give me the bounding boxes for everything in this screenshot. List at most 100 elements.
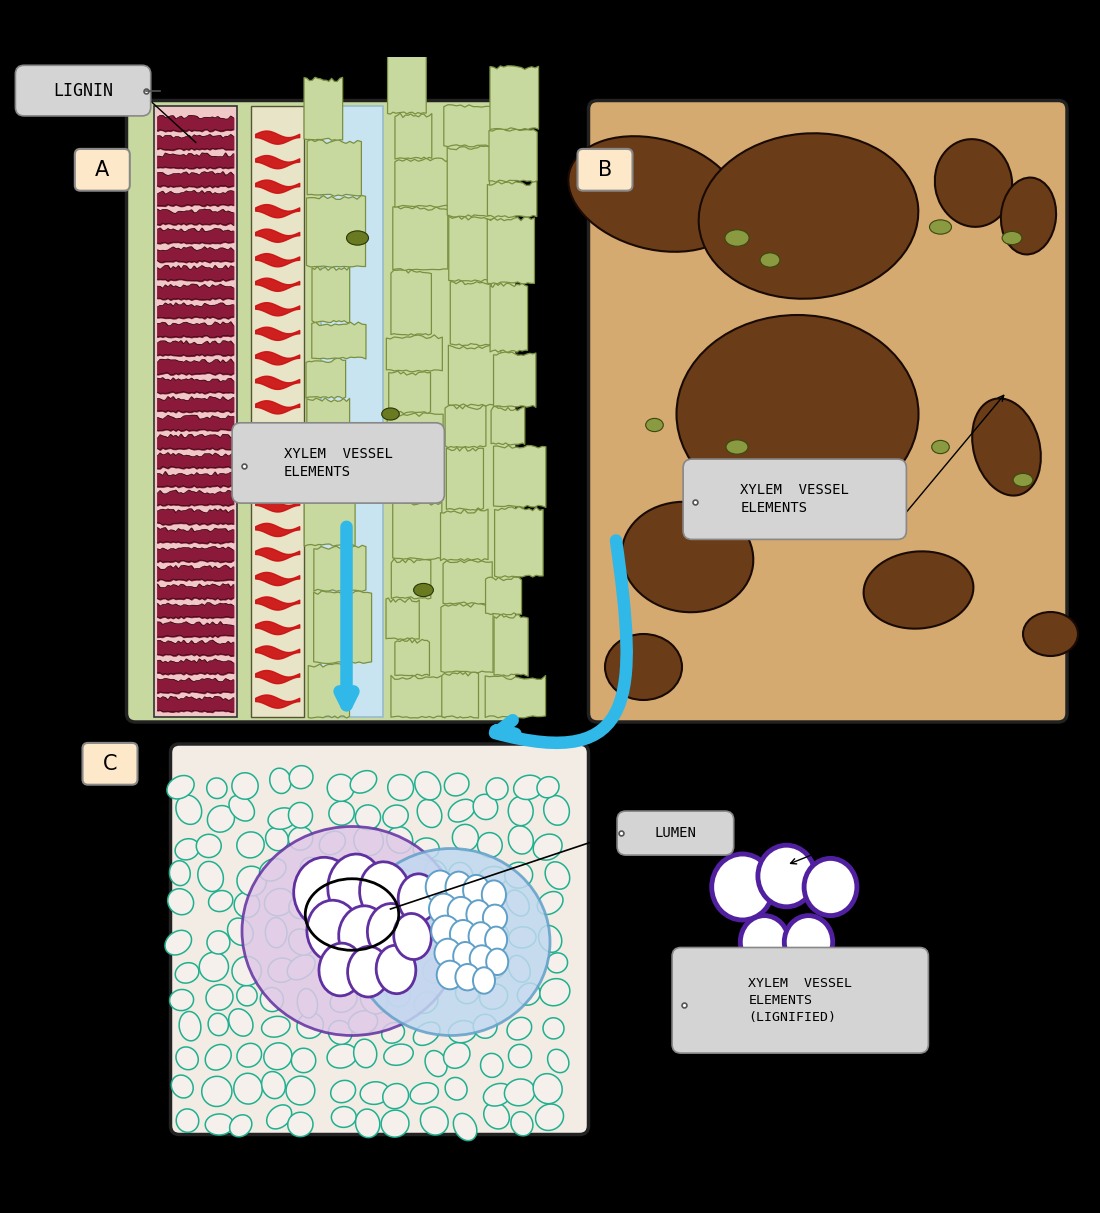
Ellipse shape <box>289 896 312 918</box>
Ellipse shape <box>505 1080 535 1106</box>
Ellipse shape <box>414 1023 440 1046</box>
Ellipse shape <box>167 775 194 799</box>
Ellipse shape <box>292 1048 316 1072</box>
Ellipse shape <box>470 945 494 972</box>
Ellipse shape <box>450 919 476 949</box>
Ellipse shape <box>175 963 199 983</box>
Ellipse shape <box>206 985 233 1010</box>
Ellipse shape <box>444 773 469 796</box>
Ellipse shape <box>536 1104 563 1131</box>
FancyBboxPatch shape <box>15 66 151 116</box>
Ellipse shape <box>270 768 292 793</box>
Ellipse shape <box>546 861 570 889</box>
Ellipse shape <box>508 1044 531 1067</box>
Ellipse shape <box>506 890 529 916</box>
Ellipse shape <box>179 1012 201 1041</box>
Ellipse shape <box>475 895 502 921</box>
Ellipse shape <box>698 133 918 298</box>
Ellipse shape <box>760 252 780 267</box>
Ellipse shape <box>350 770 376 793</box>
Ellipse shape <box>236 985 257 1006</box>
Ellipse shape <box>420 1107 448 1135</box>
Ellipse shape <box>172 1075 194 1098</box>
Ellipse shape <box>481 924 508 946</box>
Ellipse shape <box>394 913 431 959</box>
Ellipse shape <box>165 930 191 955</box>
Ellipse shape <box>359 923 388 952</box>
Ellipse shape <box>676 315 918 513</box>
Ellipse shape <box>452 825 478 852</box>
FancyBboxPatch shape <box>75 149 130 190</box>
Ellipse shape <box>287 955 315 980</box>
Ellipse shape <box>367 904 414 958</box>
Ellipse shape <box>463 875 490 906</box>
Ellipse shape <box>196 835 221 858</box>
Ellipse shape <box>355 1109 380 1138</box>
Bar <box>251 106 304 717</box>
Ellipse shape <box>473 967 495 993</box>
Ellipse shape <box>425 1050 447 1077</box>
Ellipse shape <box>329 866 358 890</box>
Ellipse shape <box>537 776 559 798</box>
Ellipse shape <box>449 862 473 889</box>
Ellipse shape <box>387 775 414 801</box>
Text: XYLEM  VESSEL
ELEMENTS
(LIGNIFIED): XYLEM VESSEL ELEMENTS (LIGNIFIED) <box>748 976 852 1024</box>
Ellipse shape <box>510 1111 532 1135</box>
Ellipse shape <box>758 845 815 907</box>
Ellipse shape <box>453 943 477 970</box>
Ellipse shape <box>208 1013 229 1036</box>
Ellipse shape <box>381 1110 409 1137</box>
Ellipse shape <box>353 862 374 892</box>
Ellipse shape <box>265 827 288 850</box>
Ellipse shape <box>348 946 389 997</box>
Ellipse shape <box>539 926 562 952</box>
Ellipse shape <box>352 849 550 1036</box>
Ellipse shape <box>169 990 194 1010</box>
Ellipse shape <box>360 1082 389 1104</box>
Ellipse shape <box>508 956 530 983</box>
Ellipse shape <box>261 987 284 1012</box>
Text: B: B <box>598 160 612 180</box>
Ellipse shape <box>288 827 312 850</box>
Ellipse shape <box>330 989 358 1013</box>
Ellipse shape <box>437 961 463 990</box>
Ellipse shape <box>1013 473 1033 486</box>
Ellipse shape <box>354 826 383 855</box>
Ellipse shape <box>352 950 378 978</box>
Ellipse shape <box>425 860 448 887</box>
Ellipse shape <box>384 1044 414 1065</box>
Ellipse shape <box>383 805 408 828</box>
Ellipse shape <box>864 552 974 628</box>
Ellipse shape <box>725 229 749 246</box>
Ellipse shape <box>289 765 314 788</box>
Ellipse shape <box>1002 232 1022 245</box>
Ellipse shape <box>176 1109 199 1132</box>
Bar <box>154 106 236 717</box>
Ellipse shape <box>339 906 387 963</box>
Ellipse shape <box>517 984 540 1006</box>
Ellipse shape <box>297 989 318 1018</box>
Ellipse shape <box>621 502 754 613</box>
Ellipse shape <box>480 984 508 1009</box>
Ellipse shape <box>328 854 383 919</box>
Ellipse shape <box>268 958 296 983</box>
Ellipse shape <box>449 799 475 822</box>
Text: XYLEM  VESSEL
ELEMENTS: XYLEM VESSEL ELEMENTS <box>740 483 849 516</box>
Ellipse shape <box>260 859 286 881</box>
Text: LIGNIN: LIGNIN <box>53 81 113 99</box>
Ellipse shape <box>482 951 505 979</box>
Ellipse shape <box>473 795 497 820</box>
Ellipse shape <box>543 1018 564 1040</box>
FancyBboxPatch shape <box>617 811 734 855</box>
Ellipse shape <box>328 932 354 952</box>
Ellipse shape <box>434 939 461 967</box>
Ellipse shape <box>264 888 294 916</box>
Ellipse shape <box>932 440 949 454</box>
Ellipse shape <box>446 921 471 943</box>
Ellipse shape <box>294 858 355 928</box>
Ellipse shape <box>387 870 417 890</box>
Ellipse shape <box>228 918 253 945</box>
Ellipse shape <box>478 866 507 888</box>
FancyBboxPatch shape <box>578 149 632 190</box>
Ellipse shape <box>201 1076 232 1106</box>
